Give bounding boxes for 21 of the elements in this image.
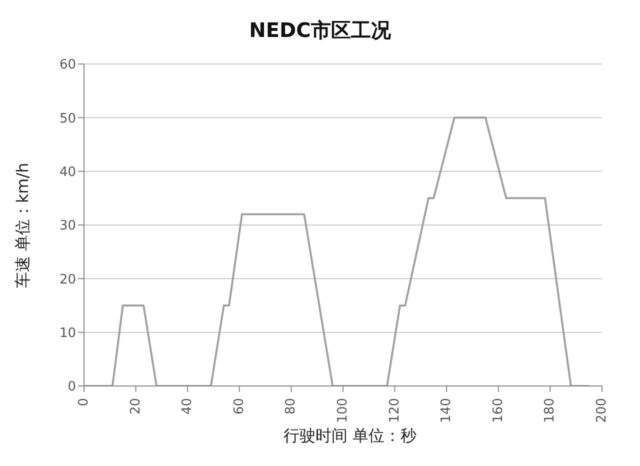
x-tick-label: 140 [439,398,454,423]
x-tick-label: 180 [542,398,558,423]
x-tick-label: 120 [387,398,402,423]
y-tick-label: 10 [59,326,76,341]
x-tick-label: 160 [490,398,506,423]
x-tick-label: 100 [336,398,350,423]
x-tick-label: 200 [594,398,610,423]
y-tick-label: 40 [59,164,76,180]
y-tick-label: 50 [59,111,76,126]
y-tick-label: 60 [59,58,76,73]
y-axis-title: 车速 单位：km/h [14,162,34,288]
x-tick-label: 20 [128,398,144,415]
x-tick-label: 80 [284,398,299,415]
x-tick-label: 40 [180,398,196,415]
x-tick-label: 0 [76,398,92,406]
y-tick-label: 20 [59,272,76,288]
y-tick-label: 0 [68,380,76,395]
x-axis-title: 行驶时间 单位：秒 [282,426,418,447]
x-tick-label: 60 [232,398,247,415]
chart-title: NEDC市区工况 [248,17,392,44]
y-tick-label: 30 [59,218,76,234]
